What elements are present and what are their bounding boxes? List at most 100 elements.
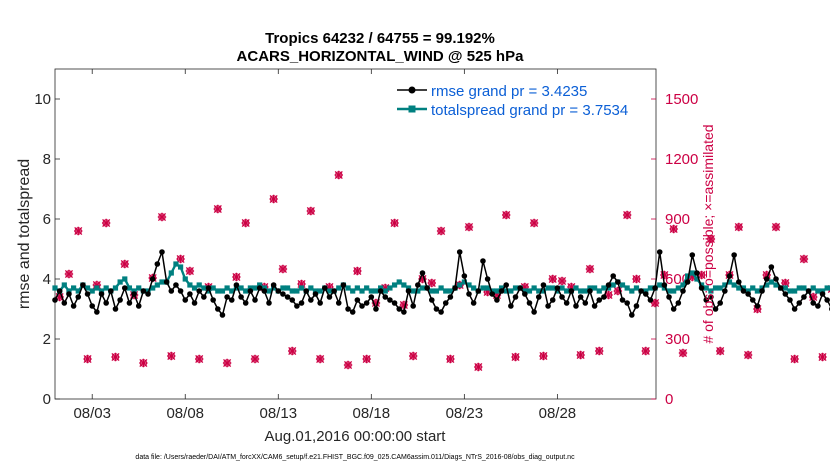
totalspread-point	[433, 288, 440, 294]
rmse-point	[759, 288, 765, 294]
totalspread-point	[243, 288, 249, 294]
rmse-point	[66, 291, 72, 297]
totalspread-point	[182, 276, 188, 282]
totalspread-point	[694, 276, 700, 282]
obs-assimilated-marker	[232, 272, 241, 282]
totalspread-point	[289, 288, 295, 294]
rmse-point	[787, 297, 793, 303]
rmse-point	[587, 288, 593, 294]
rmse-point	[61, 300, 68, 306]
rmse-point	[610, 273, 617, 279]
chart-title-line1: Tropics 64232 / 64755 = 99.192%	[265, 30, 495, 47]
rmse-point	[121, 285, 128, 291]
obs-assimilated-marker	[436, 226, 446, 236]
rmse-point	[252, 297, 258, 303]
rmse-point	[745, 291, 751, 297]
rmse-point	[531, 309, 537, 315]
rmse-point	[415, 282, 421, 288]
rmse-point	[177, 288, 184, 294]
rmse-point	[373, 306, 379, 312]
totalspread-point	[359, 288, 365, 294]
obs-assimilated-marker	[306, 206, 316, 216]
obs-assimilated-marker	[464, 222, 474, 232]
totalspread-point	[136, 285, 142, 291]
totalspread-point	[66, 288, 72, 294]
totalspread-point	[573, 285, 579, 291]
totalspread-point	[391, 282, 398, 288]
rmse-point	[615, 279, 621, 285]
totalspread-point	[294, 288, 300, 294]
totalspread-point	[233, 285, 240, 291]
totalspread-point	[480, 285, 486, 291]
totalspread-point	[284, 285, 291, 291]
rmse-point	[494, 297, 500, 303]
totalspread-point	[522, 288, 528, 294]
totalspread-point	[661, 285, 667, 291]
obs-assimilated-marker	[120, 259, 129, 269]
totalspread-point	[508, 288, 514, 294]
totalspread-point	[168, 270, 174, 276]
totalspread-point	[75, 288, 81, 294]
totalspread-point	[810, 285, 816, 291]
rmse-point	[722, 288, 728, 294]
x-tick-label: 08/03	[73, 405, 111, 422]
totalspread-point	[531, 285, 537, 291]
obs-assimilated-marker	[101, 218, 111, 228]
obs-assimilated-marker	[241, 218, 250, 228]
obs-assimilated-marker	[688, 272, 697, 282]
obs-assimilated-marker	[809, 292, 818, 302]
rmse-point	[140, 288, 147, 294]
totalspread-point	[298, 285, 305, 291]
totalspread-point	[247, 285, 253, 291]
rmse-point	[335, 300, 342, 306]
rmse-point	[582, 300, 589, 306]
left-tick-label: 6	[43, 211, 51, 228]
rmse-point	[740, 288, 747, 294]
obs-assimilated-marker	[613, 286, 623, 296]
rmse-point	[596, 297, 603, 303]
totalspread-point	[71, 285, 77, 291]
obs-assimilated-marker	[641, 346, 650, 356]
obs-assimilated-marker	[427, 278, 436, 288]
rmse-point	[629, 312, 635, 318]
rmse-point	[535, 294, 542, 300]
rmse-point	[52, 297, 58, 303]
totalspread-point	[582, 288, 588, 294]
totalspread-point	[792, 288, 798, 294]
rmse-point	[763, 276, 770, 282]
rmse-point	[824, 297, 830, 303]
rmse-point	[480, 258, 486, 264]
totalspread-point	[126, 285, 133, 291]
rmse-point	[145, 291, 151, 297]
obs-assimilated-marker	[781, 278, 790, 288]
obs-assimilated-marker	[139, 358, 148, 368]
rmse-point	[605, 282, 612, 288]
legend-spread-marker	[408, 105, 416, 113]
rmse-point	[354, 297, 361, 303]
totalspread-point	[280, 285, 286, 291]
obs-assimilated-marker	[157, 212, 167, 222]
rmse-point	[396, 306, 403, 312]
totalspread-point	[708, 288, 714, 294]
rmse-point	[452, 285, 458, 291]
totalspread-point	[466, 282, 472, 288]
rmse-point	[359, 303, 365, 309]
totalspread-point	[703, 285, 709, 291]
rmse-point	[456, 249, 463, 255]
data-file-footnote: data file: /Users/raeder/DAI/ATM_forcXX/…	[135, 454, 575, 461]
rmse-point	[75, 294, 82, 300]
obs-assimilated-marker	[604, 290, 613, 300]
totalspread-point	[196, 282, 202, 288]
left-tick-label: 0	[43, 391, 51, 408]
totalspread-point	[768, 279, 774, 285]
totalspread-point	[610, 282, 616, 288]
obs-assimilated-marker	[297, 279, 306, 289]
totalspread-point	[308, 285, 314, 291]
obs-assimilated-marker	[278, 264, 288, 274]
rmse-point	[512, 294, 519, 300]
totalspread-point	[257, 282, 263, 288]
obs-assimilated-marker	[520, 282, 530, 292]
x-tick-label: 08/13	[260, 405, 298, 422]
totalspread-point	[205, 288, 212, 294]
